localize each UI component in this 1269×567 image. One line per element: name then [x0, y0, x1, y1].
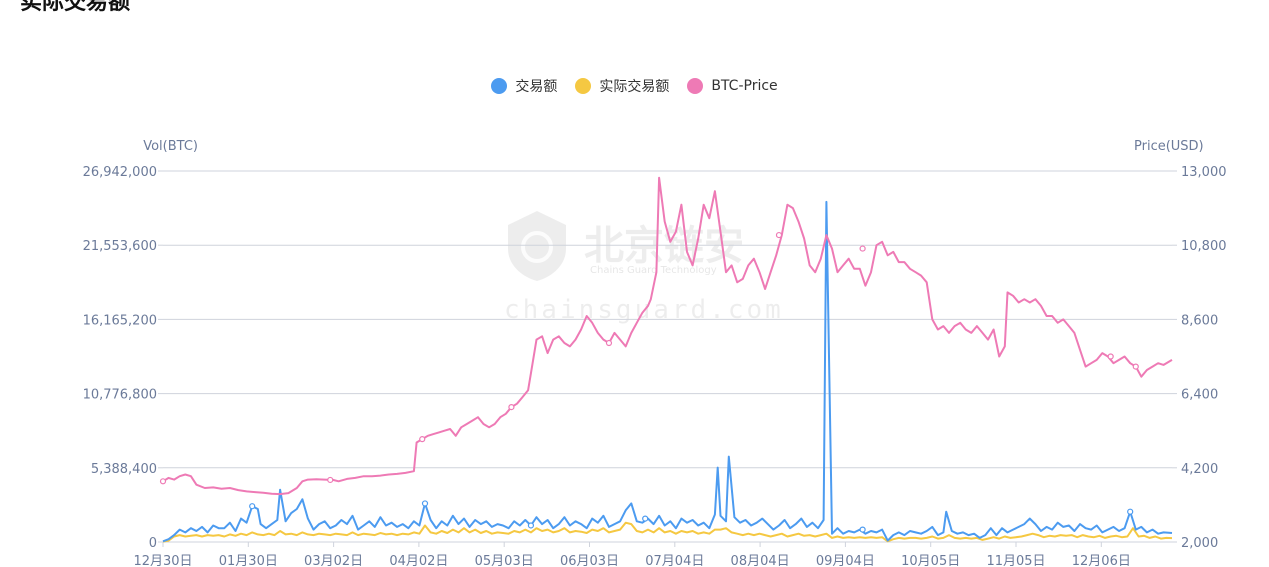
right-tick-label: 10,800 — [1181, 239, 1227, 254]
series-line-actual-volume[interactable] — [162, 521, 1173, 543]
left-tick-label: 0 — [149, 536, 157, 551]
legend-item-btc-price[interactable]: BTC-Price — [687, 76, 778, 96]
x-tick-label: 09月04日 — [816, 554, 875, 567]
grid-lines — [158, 170, 1177, 543]
data-point-btc-price[interactable] — [327, 476, 334, 484]
x-tick-label: 10月05日 — [901, 554, 960, 567]
data-point-volume[interactable] — [421, 500, 429, 507]
right-tick-label: 2,000 — [1181, 536, 1218, 551]
series-line-volume[interactable] — [162, 200, 1173, 543]
chart-legend: 交易额 实际交易额 BTC-Price — [0, 76, 1269, 96]
right-tick-label: 6,400 — [1181, 388, 1218, 403]
data-point-btc-price[interactable] — [775, 231, 783, 239]
x-tick-label: 05月03日 — [475, 554, 534, 567]
x-tick-label: 07月04日 — [645, 554, 704, 567]
left-tick-label: 10,776,800 — [83, 388, 157, 403]
x-tick-label: 03月02日 — [304, 554, 363, 567]
left-tick-label: 16,165,200 — [83, 313, 157, 328]
legend-marker-btc-price — [687, 78, 704, 94]
data-point-btc-price[interactable] — [419, 436, 426, 443]
legend-label-actual-volume: 实际交易额 — [599, 79, 670, 95]
data-point-btc-price[interactable] — [859, 245, 866, 252]
x-tick-label: 08月04日 — [731, 554, 790, 567]
data-point-btc-price[interactable] — [1132, 363, 1139, 370]
x-tick-label: 06月03日 — [560, 554, 619, 567]
x-tick-label: 11月05日 — [986, 554, 1045, 567]
data-point-btc-price[interactable] — [1107, 353, 1114, 360]
left-tick-label: 5,388,400 — [91, 462, 157, 477]
data-point-volume[interactable] — [527, 522, 535, 529]
data-point-btc-price[interactable] — [159, 478, 167, 485]
right-tick-label: 13,000 — [1181, 165, 1227, 180]
right-tick-label: 8,600 — [1181, 313, 1218, 328]
data-point-volume[interactable] — [642, 515, 649, 522]
left-axis-ticks: 0 5,388,400 10,776,800 16,165,200 21,553,600… — [83, 165, 157, 551]
data-point-volume[interactable] — [859, 526, 866, 533]
legend-marker-actual-volume — [575, 78, 592, 94]
series-line-btc-price[interactable] — [162, 176, 1173, 496]
right-axis-ticks: 2,000 4,200 6,400 8,600 10,800 13,000 — [1181, 165, 1227, 551]
data-point-volume[interactable] — [1127, 508, 1134, 515]
x-axis-ticks: 12月30日 01月30日 03月02日 04月02日 05月03日 06月03日 07月0… — [133, 542, 1131, 567]
data-point-btc-price[interactable] — [508, 403, 515, 411]
left-axis-label: Vol(BTC) — [143, 139, 198, 154]
left-tick-label: 26,942,000 — [83, 165, 157, 180]
legend-marker-volume — [491, 78, 508, 94]
data-point-btc-price[interactable] — [605, 339, 613, 347]
right-tick-label: 4,200 — [1181, 462, 1218, 477]
x-tick-label: 12月06日 — [1072, 554, 1131, 567]
series-markers — [159, 231, 1139, 533]
x-tick-label: 12月30日 — [133, 554, 192, 567]
x-tick-label: 04月02日 — [389, 554, 448, 567]
legend-label-volume: 交易额 — [515, 79, 558, 95]
legend-item-actual-volume[interactable]: 实际交易额 — [575, 76, 669, 96]
series-lines — [162, 176, 1173, 543]
page-title: 实际交易额 — [20, 0, 131, 15]
left-tick-label: 21,553,600 — [83, 239, 157, 254]
legend-label-btc-price: BTC-Price — [711, 78, 778, 94]
data-point-volume[interactable] — [249, 503, 256, 510]
right-axis-label: Price(USD) — [1134, 139, 1204, 154]
x-tick-label: 01月30日 — [219, 554, 278, 567]
legend-item-volume[interactable]: 交易额 — [491, 76, 557, 96]
